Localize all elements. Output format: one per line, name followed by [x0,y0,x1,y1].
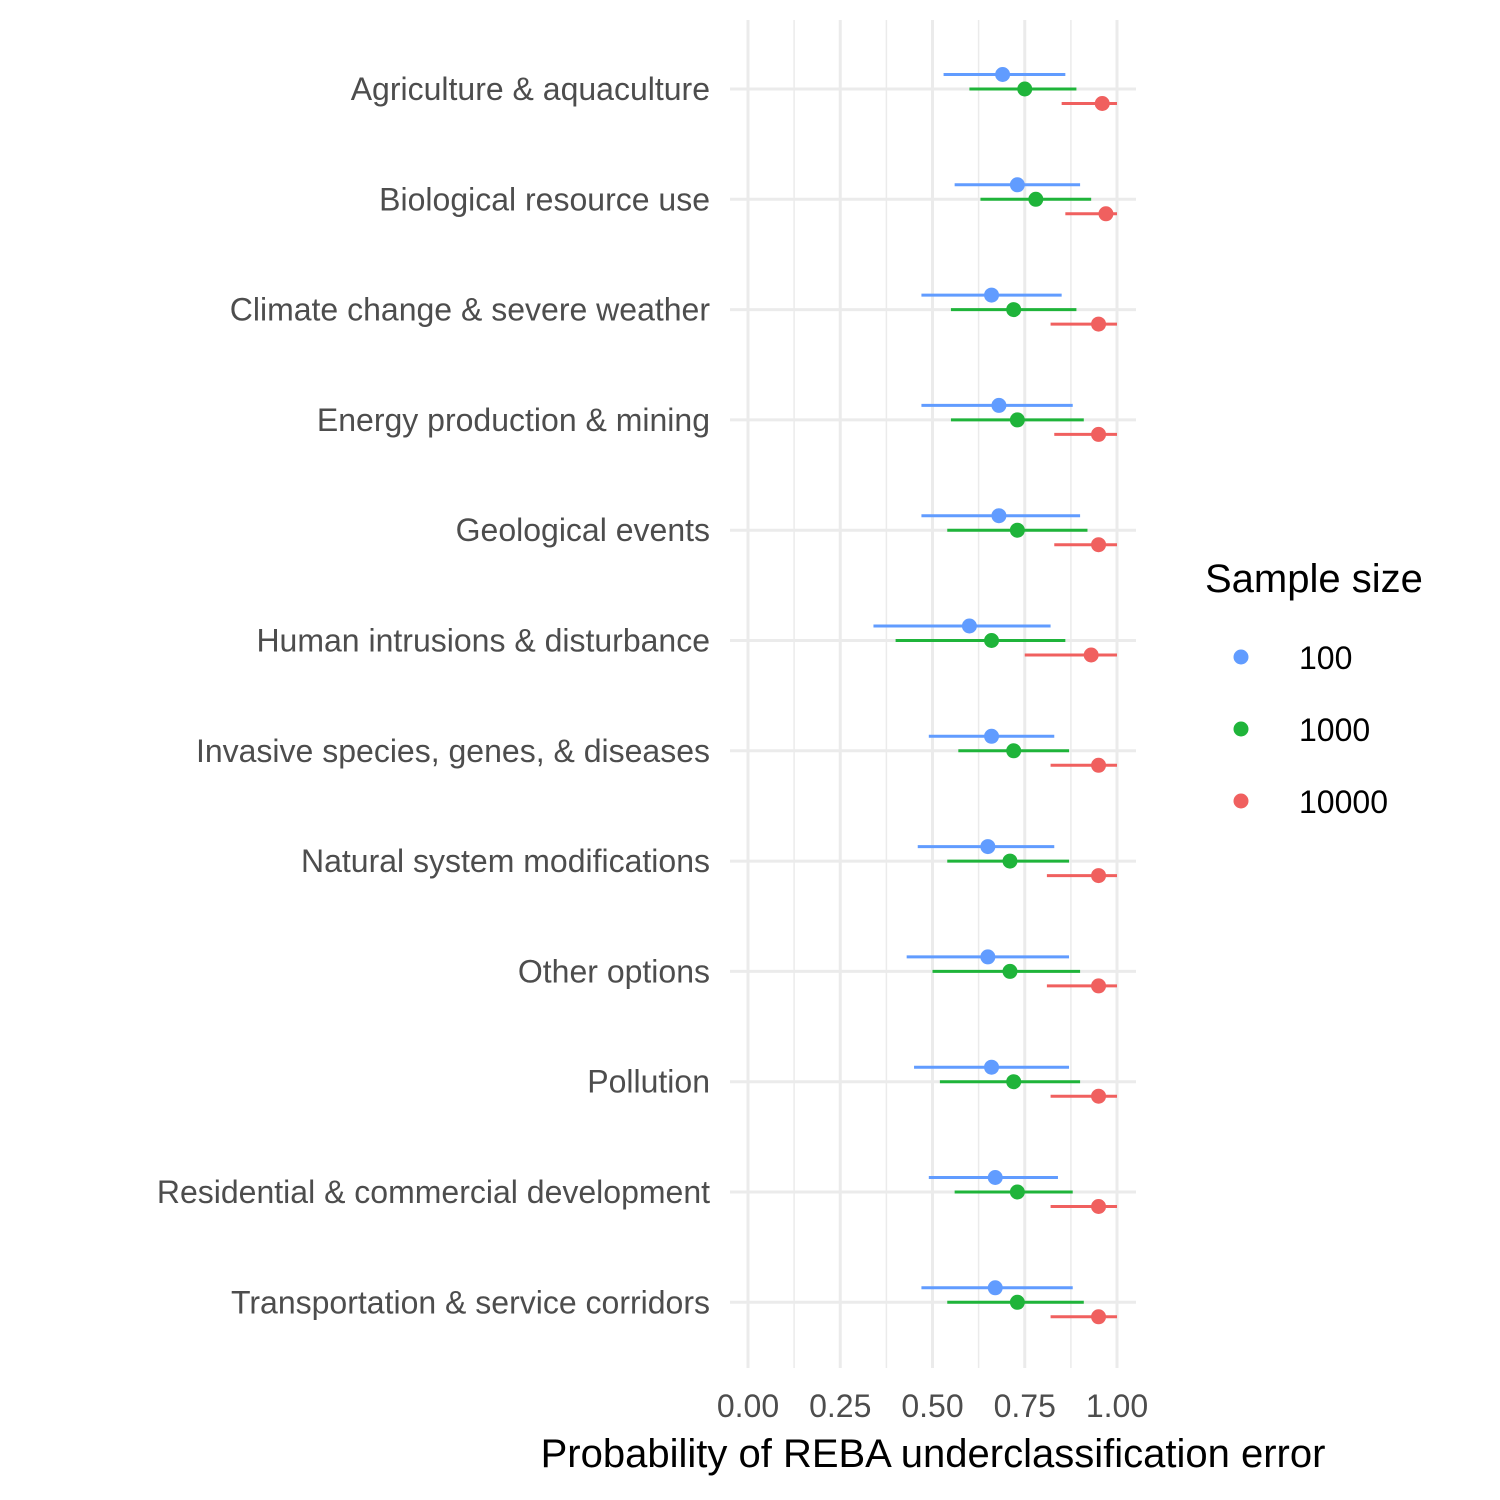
category-label: Biological resource use [379,181,710,217]
category-label: Agriculture & aquaculture [351,71,710,107]
legend-key [1233,649,1249,665]
legend-label: 10000 [1299,784,1388,820]
data-point [1002,853,1018,869]
data-point [1091,426,1107,442]
category-label: Invasive species, genes, & diseases [196,733,710,769]
data-point [984,633,1000,648]
data-point [1091,1309,1107,1325]
grid-layer [730,20,1136,1368]
legend-item-100: 100 [1233,640,1352,676]
legend-label: 1000 [1299,712,1370,748]
legend-items: 100 1000 10000 [1233,640,1388,820]
data-point [1091,1088,1107,1104]
series-100 [873,67,1081,1296]
x-axis-title: Probability of REBA underclassification … [541,1432,1326,1476]
data-point [980,839,996,855]
data-point [1094,96,1110,111]
data-point [984,728,1000,744]
data-point [1006,302,1022,318]
x-axis-ticks: 0.00 0.25 0.50 0.75 1.00 [717,1388,1148,1424]
category-label: Pollution [587,1064,710,1100]
data-point [991,508,1007,524]
data-point [1009,522,1025,538]
x-tick-label: 0.75 [994,1388,1056,1424]
category-labels: Agriculture & aquaculture Biological reso… [157,71,710,1320]
category-label: Other options [518,953,710,989]
data-point [1091,868,1107,884]
category-label: Human intrusions & disturbance [256,623,710,659]
data-point [1091,757,1107,773]
data-point [1009,1184,1025,1200]
legend: Sample size 100 1000 10000 [1205,557,1423,820]
category-label: Natural system modifications [301,843,710,879]
data-point [1083,647,1099,663]
data-point [1009,1294,1025,1310]
category-label: Energy production & mining [317,402,710,438]
x-tick-label: 0.50 [901,1388,963,1424]
data-point [961,618,977,634]
legend-item-1000: 1000 [1233,712,1370,748]
data-point [1091,316,1107,332]
data-point [1098,206,1114,222]
data-point [1006,743,1022,759]
data-point [1091,1199,1107,1214]
series-10000 [1024,96,1117,1325]
legend-item-10000: 10000 [1233,784,1388,820]
data-point [991,397,1007,413]
x-tick-label: 0.25 [809,1388,871,1424]
data-point [1091,537,1107,553]
category-label: Transportation & service corridors [231,1284,710,1320]
data-point [1002,963,1018,979]
legend-key [1233,793,1249,809]
x-tick-label: 0.00 [717,1388,779,1424]
data-point [1006,1074,1022,1090]
series-layer [873,67,1117,1325]
x-tick-label: 1.00 [1086,1388,1148,1424]
data-point [1009,412,1025,428]
data-point [984,1059,1000,1075]
category-label: Climate change & severe weather [230,292,711,328]
data-point [1091,978,1107,994]
data-point [1017,81,1033,97]
data-point [980,949,996,965]
series-1000 [895,81,1092,1310]
data-point [984,287,1000,303]
data-point [1009,177,1025,193]
legend-title: Sample size [1205,557,1423,601]
category-label: Residential & commercial development [157,1174,710,1210]
data-point [987,1280,1003,1296]
data-point [995,67,1011,82]
legend-key [1233,721,1249,737]
category-label: Geological events [456,512,710,548]
data-point [987,1170,1003,1185]
data-point [1028,191,1044,207]
legend-label: 100 [1299,640,1352,676]
